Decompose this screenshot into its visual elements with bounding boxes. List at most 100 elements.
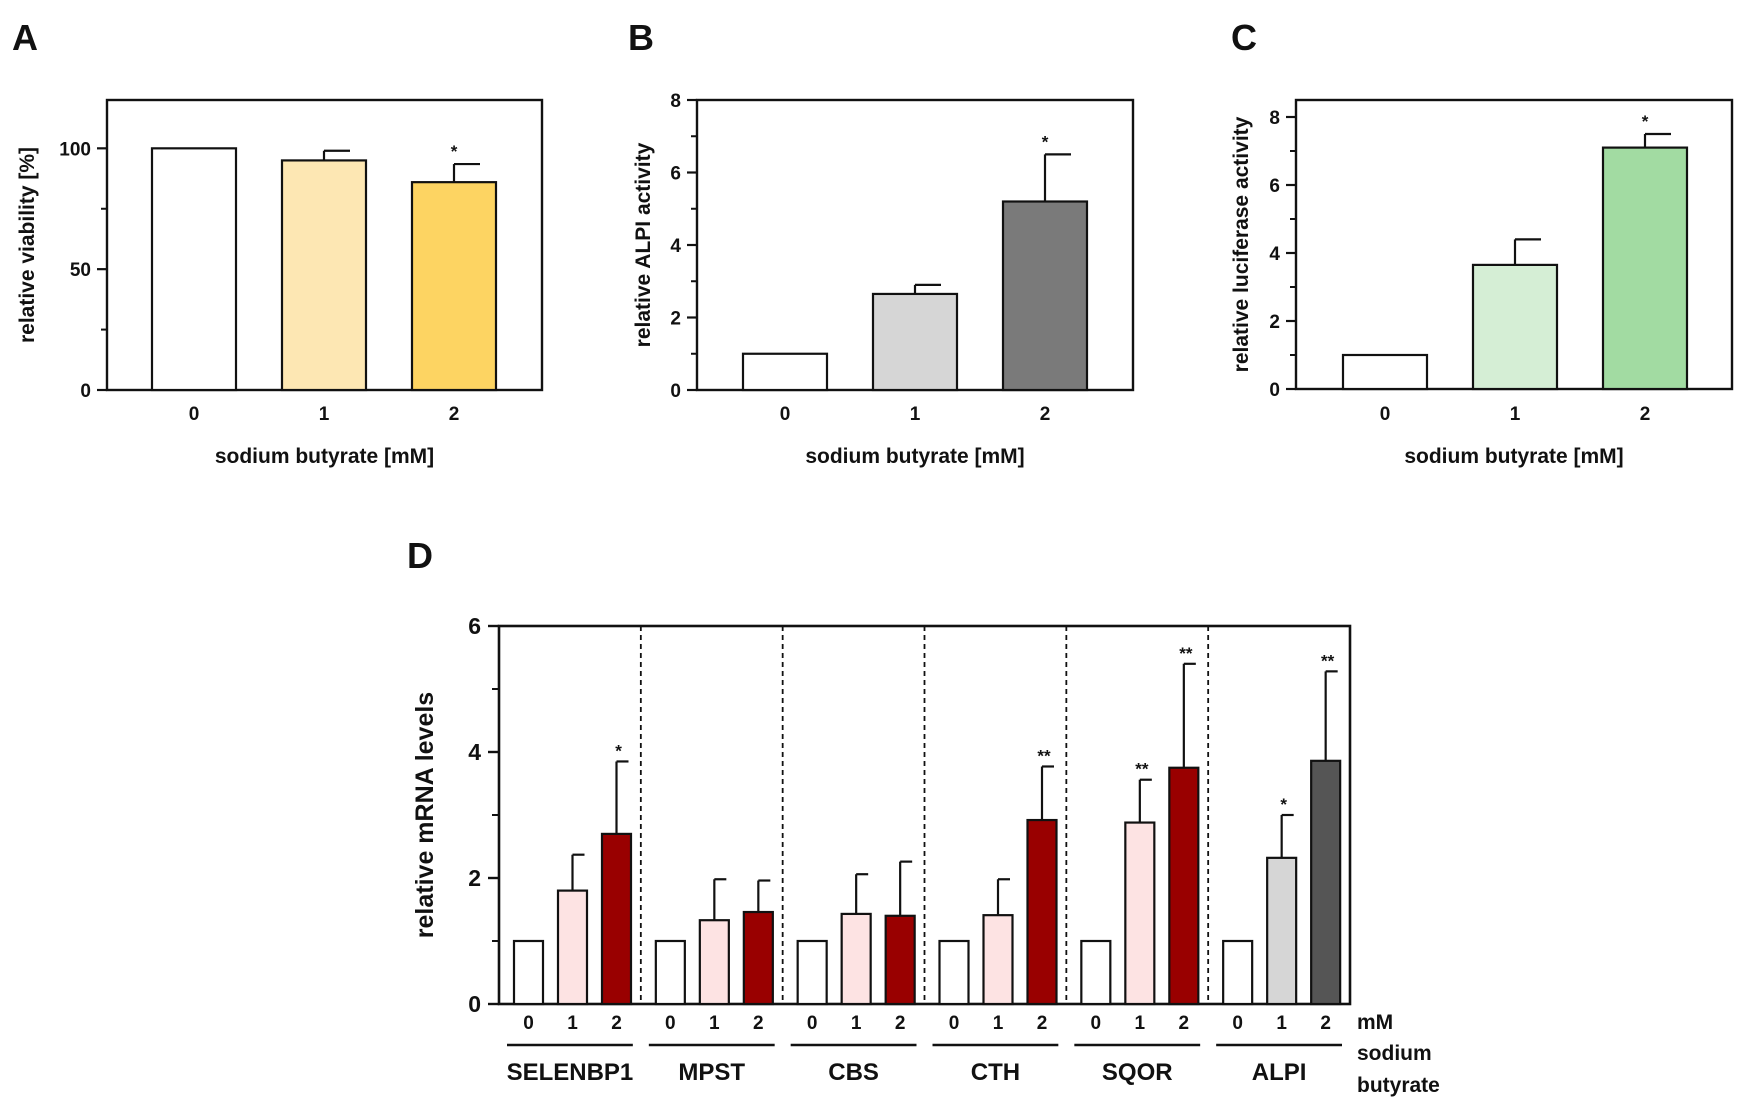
panel-a-bar: [410, 181, 498, 392]
panel-d-xlabel-line: mM: [1357, 1011, 1393, 1034]
panel-d-gene-label: MPST: [678, 1059, 745, 1086]
panel-b-ytick-label: 8: [670, 91, 681, 112]
panel-d-dose-label: 2: [611, 1013, 622, 1034]
panel-d-dose-label: 0: [1232, 1013, 1243, 1034]
panel-a-significance: *: [451, 142, 458, 161]
panel-d-ytick-label: 4: [468, 739, 481, 765]
panel-c-bar: [1471, 263, 1559, 391]
panel-c-xtick-label: 2: [1640, 404, 1651, 425]
panel-c-ytick-label: 8: [1269, 108, 1280, 129]
panel-c-bar: [1341, 353, 1429, 391]
panel-d-dose-label: 0: [949, 1013, 960, 1034]
panel-d-gene-label: ALPI: [1252, 1059, 1307, 1086]
panel-d-bar: [654, 939, 686, 1006]
panel-b-xtick-label: 1: [910, 404, 921, 425]
panel-d-xlabel-line: sodium: [1357, 1042, 1432, 1065]
panel-a-ytick-label: 100: [59, 139, 91, 160]
panel-c-significance: *: [1642, 112, 1649, 131]
panel-d-bar: [1026, 818, 1058, 1006]
panel-c-chart: 0 2 4 6 8 0 1 * 2 sodium butyrate [mM] relative lu…: [1230, 98, 1734, 468]
panel-d-dose-label: 2: [1320, 1013, 1331, 1034]
panel-d-bar: [698, 919, 730, 1006]
panel-c-ytick-label: 4: [1269, 244, 1280, 265]
panel-d-bar: [512, 939, 545, 1006]
panel-d-bar: [938, 939, 970, 1006]
panel-d-significance: **: [1321, 651, 1335, 670]
panel-b-significance: *: [1042, 132, 1049, 151]
panel-d-ytick-label: 6: [468, 613, 481, 639]
panel-c-ytick-label: 2: [1269, 312, 1280, 333]
panel-letter-c: C: [1231, 17, 1257, 58]
panel-d-dose-label: 1: [567, 1013, 578, 1034]
panel-letter-a: A: [12, 17, 38, 58]
panel-d-bar: [1222, 939, 1254, 1006]
panel-d-bar: [1310, 759, 1342, 1006]
panel-d-ytick-label: 0: [468, 991, 481, 1017]
panel-d-dose-label: 0: [807, 1013, 818, 1034]
panel-d-significance: **: [1135, 760, 1149, 779]
panel-b-xtick-label: 0: [780, 404, 791, 425]
panel-c-ytick-label: 6: [1269, 176, 1280, 197]
panel-d-bar: [1080, 939, 1112, 1006]
panel-d-bar: [600, 832, 633, 1006]
panel-b-bar: [741, 352, 829, 392]
panel-d-bar: [796, 939, 828, 1006]
panel-c-bar: [1601, 146, 1689, 391]
panel-d-bar: [840, 912, 872, 1006]
panel-d-significance: **: [1179, 644, 1193, 663]
panel-a-bar: [280, 159, 368, 392]
panel-d-dose-label: 1: [709, 1013, 720, 1034]
panel-a-xtick-label: 0: [189, 404, 200, 425]
panel-b-ytick-label: 2: [670, 309, 681, 330]
panel-b-ytick-label: 4: [670, 236, 681, 257]
panel-a-chart: 0 50 100 0 1 * 2 sodium butyrate [mM] relative v…: [16, 98, 544, 468]
panel-d-ylabel: relative mRNA levels: [411, 692, 439, 938]
panel-a-xtick-label: 2: [449, 404, 460, 425]
panel-d-gene-label: CBS: [828, 1059, 879, 1086]
panel-d-significance: *: [1280, 795, 1287, 814]
panel-d-significance: **: [1037, 746, 1051, 765]
panel-a-ylabel: relative viability [%]: [16, 147, 39, 343]
panel-d-dose-label: 1: [1276, 1013, 1287, 1034]
panel-d-dose-label: 1: [1135, 1013, 1146, 1034]
panel-b-ytick-label: 6: [670, 164, 681, 185]
panel-d-bar: [1168, 766, 1200, 1006]
panel-b-chart: 0 2 4 6 8 0 1 * 2 sodium butyrate [mM] relative AL…: [632, 91, 1135, 468]
panel-a-xlabel: sodium butyrate [mM]: [215, 445, 434, 468]
panel-c-ylabel: relative luciferase activity: [1230, 116, 1253, 372]
panel-b-bar: [1001, 200, 1089, 392]
panel-d-significance: *: [615, 741, 622, 760]
panel-c-xtick-label: 0: [1380, 404, 1391, 425]
panel-a-xtick-label: 1: [319, 404, 330, 425]
panel-b-ylabel: relative ALPI activity: [632, 142, 655, 347]
panel-d-dose-label: 1: [993, 1013, 1004, 1034]
panel-c-xlabel: sodium butyrate [mM]: [1404, 445, 1623, 468]
panel-a-ytick-label: 0: [80, 381, 91, 402]
panel-d-dose-label: 2: [1037, 1013, 1048, 1034]
panel-d-dose-label: 0: [665, 1013, 676, 1034]
panel-d-gene-label: SQOR: [1102, 1059, 1173, 1086]
panel-d-bar: [1266, 856, 1298, 1006]
panel-d-bar: [1124, 821, 1156, 1006]
panel-d-gene-label: CTH: [971, 1059, 1020, 1086]
panel-d-ytick-label: 2: [468, 865, 481, 891]
panel-c-xtick-label: 1: [1510, 404, 1521, 425]
panel-letter-d: D: [407, 535, 433, 576]
panel-d-xlabel-line: butyrate: [1357, 1074, 1440, 1097]
panel-d-dose-label: 1: [851, 1013, 862, 1034]
panel-d-bar: [982, 914, 1014, 1006]
panel-d-dose-label: 2: [895, 1013, 906, 1034]
panel-b-ytick-label: 0: [670, 381, 681, 402]
panel-d-dose-label: 0: [1091, 1013, 1102, 1034]
panel-d-bar: [556, 889, 589, 1006]
panel-b-xtick-label: 2: [1040, 404, 1051, 425]
panel-d-dose-label: 2: [1179, 1013, 1190, 1034]
panel-d-bar: [742, 910, 774, 1006]
panel-d-gene-label: SELENBP1: [507, 1059, 634, 1086]
panel-a-bar: [150, 147, 238, 392]
panel-c-ytick-label: 0: [1269, 380, 1280, 401]
panel-d-dose-label: 0: [523, 1013, 534, 1034]
panel-d-bar: [884, 914, 916, 1006]
